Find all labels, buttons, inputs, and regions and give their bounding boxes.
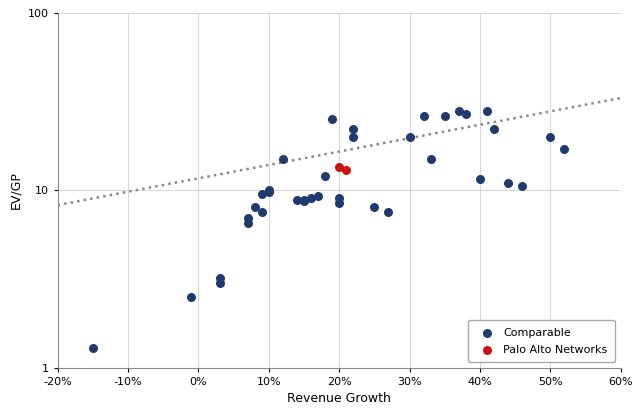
Comparable: [264, 189, 274, 195]
Comparable: [383, 209, 394, 216]
Comparable: [559, 146, 570, 153]
Comparable: [214, 280, 225, 286]
Comparable: [299, 198, 309, 204]
Comparable: [369, 204, 380, 211]
Comparable: [250, 204, 260, 211]
Comparable: [299, 197, 309, 204]
X-axis label: Revenue Growth: Revenue Growth: [287, 393, 391, 405]
Legend: Comparable, Palo Alto Networks: Comparable, Palo Alto Networks: [468, 320, 615, 362]
Y-axis label: EV/GP: EV/GP: [9, 171, 22, 209]
Comparable: [419, 113, 429, 120]
Comparable: [264, 187, 274, 194]
Comparable: [334, 195, 344, 201]
Comparable: [503, 179, 513, 186]
Comparable: [313, 192, 323, 199]
Comparable: [440, 113, 450, 120]
Comparable: [334, 199, 344, 206]
Comparable: [186, 294, 196, 301]
Comparable: [454, 107, 464, 114]
Comparable: [482, 107, 492, 114]
Comparable: [348, 126, 358, 133]
Comparable: [475, 176, 485, 183]
Comparable: [88, 344, 98, 351]
Comparable: [404, 133, 415, 140]
Comparable: [214, 275, 225, 281]
Comparable: [426, 155, 436, 162]
Comparable: [348, 133, 358, 140]
Comparable: [517, 183, 527, 190]
Comparable: [243, 220, 253, 227]
Comparable: [545, 133, 556, 140]
Palo Alto Networks: [334, 164, 344, 171]
Palo Alto Networks: [341, 167, 351, 173]
Comparable: [320, 173, 330, 179]
Comparable: [257, 191, 267, 197]
Comparable: [292, 197, 302, 204]
Comparable: [306, 195, 316, 201]
Comparable: [327, 116, 337, 123]
Comparable: [243, 214, 253, 221]
Comparable: [461, 110, 471, 117]
Comparable: [257, 209, 267, 216]
Comparable: [489, 126, 499, 133]
Comparable: [278, 155, 288, 162]
